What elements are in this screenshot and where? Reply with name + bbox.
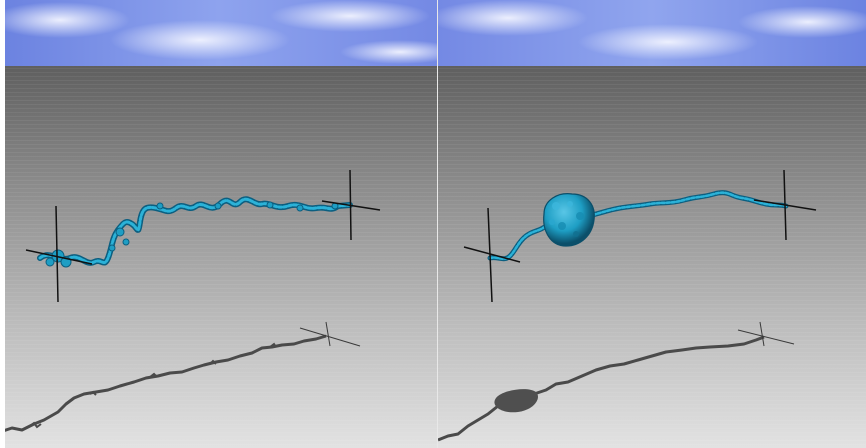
shadow-axis [759, 321, 765, 347]
globule-shadow [494, 389, 538, 413]
axis-marker-left [25, 205, 93, 303]
cloud [110, 20, 290, 60]
shadow-axis [737, 329, 795, 345]
protein-globule [543, 193, 595, 247]
cloud [0, 2, 130, 38]
cloud [438, 0, 588, 36]
shadow-axis [299, 327, 361, 347]
polymer-shadow [438, 335, 765, 442]
cloud [738, 6, 866, 38]
left-panel [0, 0, 438, 448]
shadow-axis [325, 321, 331, 347]
polymer-shadow-detail [29, 342, 277, 429]
left-edge [0, 0, 5, 448]
axis-marker-left [463, 207, 521, 303]
right-panel [438, 0, 866, 448]
cloud [578, 24, 758, 60]
axis-marker-right [321, 169, 381, 241]
polymer-strand-highlight [38, 197, 352, 265]
polymer-strand-highlight [488, 191, 788, 260]
polymer-shadow [0, 334, 327, 434]
cloud [270, 0, 430, 32]
right-render [438, 0, 866, 448]
axis-marker-right [753, 169, 817, 241]
cloud [340, 40, 438, 64]
left-render [0, 0, 438, 448]
